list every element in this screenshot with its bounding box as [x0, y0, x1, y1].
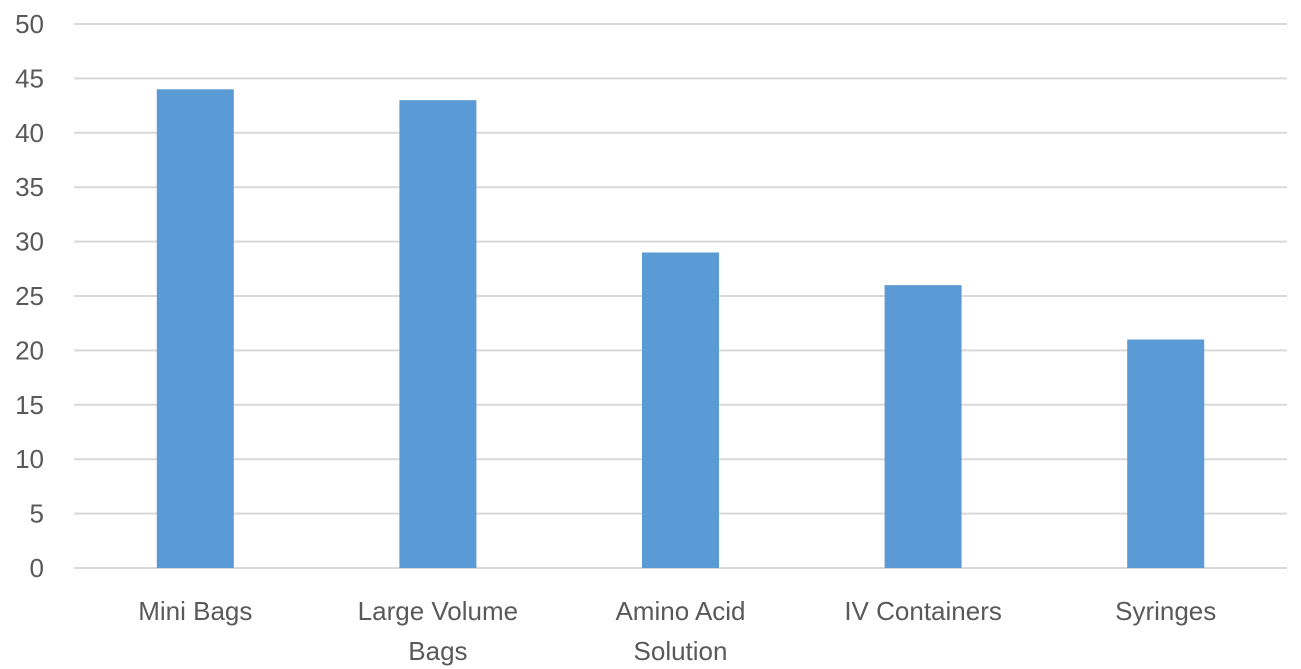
bars — [156, 89, 1205, 569]
y-tick-label-40: 40 — [15, 118, 44, 148]
x-category-label-large-volume-bags: Large Volume Bags — [358, 596, 518, 666]
bar-amino-acid-solution — [642, 252, 719, 569]
y-axis-ticks: 0 5 10 15 20 25 30 35 40 45 50 — [15, 9, 44, 583]
y-tick-label-35: 35 — [15, 172, 44, 202]
bar-iv-containers — [884, 285, 962, 568]
y-tick-label-45: 45 — [15, 63, 44, 93]
x-category-label-line: Bags — [408, 636, 467, 666]
x-axis-categories: Mini Bags Large Volume Bags Amino Acid Solut… — [138, 596, 1216, 666]
y-tick-label-5: 5 — [30, 499, 44, 529]
x-category-label-mini-bags: Mini Bags — [138, 596, 252, 626]
x-category-label-line: Amino Acid — [615, 596, 745, 626]
x-category-label-syringes: Syringes — [1115, 596, 1216, 626]
x-category-label-iv-containers: IV Containers — [844, 596, 1002, 626]
x-category-label-line: Syringes — [1115, 596, 1216, 626]
y-tick-label-25: 25 — [15, 281, 44, 311]
x-category-label-amino-acid-solution: Amino Acid Solution — [615, 596, 745, 666]
bar-mini-bags — [156, 89, 234, 568]
y-tick-label-20: 20 — [15, 335, 44, 365]
x-category-label-line: Solution — [634, 636, 728, 666]
y-tick-label-15: 15 — [15, 390, 44, 420]
bar-large-volume-bags — [399, 100, 477, 568]
y-tick-label-50: 50 — [15, 9, 44, 39]
y-tick-label-30: 30 — [15, 227, 44, 257]
y-tick-label-0: 0 — [30, 553, 44, 583]
x-category-label-line: Large Volume — [358, 596, 518, 626]
y-tick-label-10: 10 — [15, 444, 44, 474]
bar-syringes — [1127, 339, 1205, 568]
x-category-label-line: IV Containers — [844, 596, 1002, 626]
x-category-label-line: Mini Bags — [138, 596, 252, 626]
